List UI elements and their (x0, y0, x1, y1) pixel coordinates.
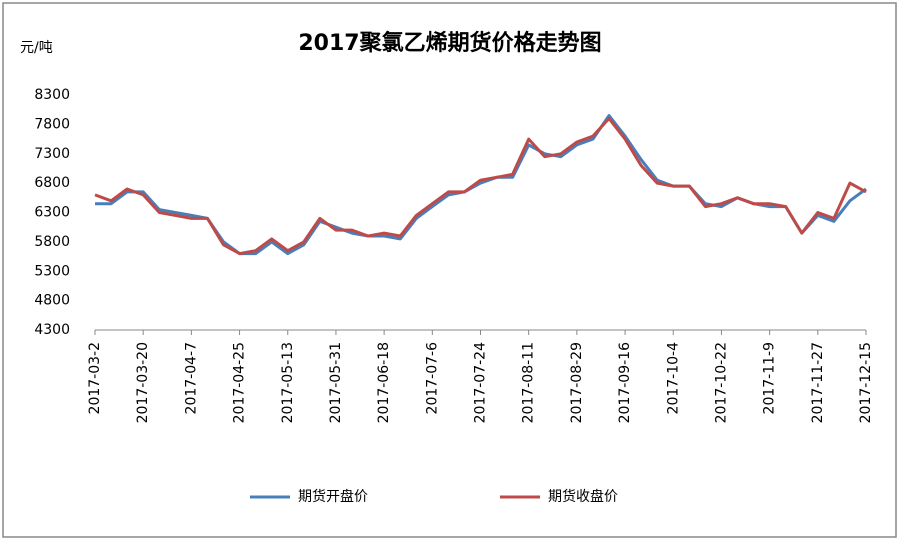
y-tick-label: 7300 (34, 146, 70, 162)
y-tick-label: 8300 (34, 87, 70, 103)
y-axis-label: 元/吨 (20, 40, 53, 56)
y-tick-label: 7800 (34, 116, 70, 132)
x-tick-label: 2017-07-24 (473, 342, 489, 423)
x-tick-label: 2017-06-18 (376, 342, 392, 423)
x-tick-label: 2017-10-22 (713, 342, 729, 423)
x-tick-label: 2017-11-27 (810, 342, 826, 423)
x-tick-label: 2017-03-2 (87, 342, 103, 414)
x-tick-label: 2017-11-9 (762, 342, 778, 414)
x-tick-label: 2017-08-11 (521, 342, 537, 423)
x-tick-label: 2017-05-31 (328, 342, 344, 423)
x-tick-label: 2017-07-6 (424, 342, 440, 415)
x-tick-label: 2017-05-13 (280, 342, 296, 423)
x-tick-label: 2017-03-20 (135, 342, 151, 423)
y-tick-label: 5800 (34, 234, 70, 250)
x-tick-label: 2017-09-16 (617, 342, 633, 423)
y-tick-label: 4300 (34, 322, 70, 338)
legend-label: 期货开盘价 (298, 488, 368, 505)
y-tick-label: 4800 (34, 293, 70, 309)
x-tick-label: 2017-12-15 (858, 342, 874, 423)
x-tick-label: 2017-08-29 (569, 342, 585, 423)
x-tick-label: 2017-04-25 (232, 342, 248, 423)
series-line (94, 117, 867, 256)
x-tick-label: 2017-10-4 (665, 342, 681, 415)
chart-title: 2017聚氯乙烯期货价格走势图 (298, 30, 601, 56)
legend-label: 期货收盘价 (548, 488, 618, 505)
x-tick-label: 2017-04-7 (183, 342, 199, 414)
y-tick-label: 5300 (34, 263, 70, 279)
y-tick-label: 6800 (34, 175, 70, 191)
y-tick-label: 6300 (34, 205, 70, 221)
